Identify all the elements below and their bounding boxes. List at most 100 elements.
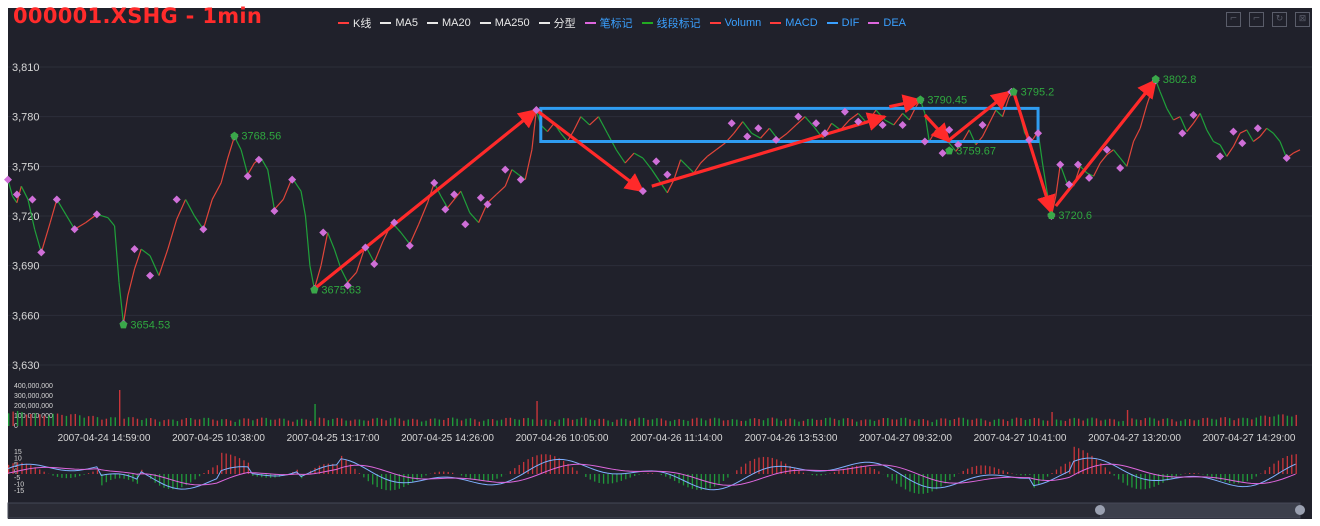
legend-item[interactable]: K线	[338, 15, 371, 31]
volume-bar	[567, 418, 569, 426]
macd-bar	[665, 474, 667, 477]
legend-item[interactable]: 线段标记	[641, 15, 701, 31]
price-segment	[176, 199, 187, 220]
volume-bar	[1291, 416, 1293, 426]
macd-bar	[114, 474, 116, 479]
volume-bar	[611, 422, 614, 426]
price-segment	[804, 116, 815, 127]
volume-bar	[420, 421, 423, 426]
volume-bar	[287, 420, 290, 426]
legend-item[interactable]: Volumn	[709, 17, 761, 29]
bi-mark	[743, 132, 752, 141]
segment-arrow	[313, 108, 538, 291]
volume-bar	[1100, 420, 1102, 426]
macd-bar	[1242, 474, 1244, 483]
macd-bar	[762, 456, 765, 474]
macd-bar	[594, 474, 596, 482]
legend-item[interactable]: DIF	[826, 17, 859, 29]
volume-bar	[1264, 415, 1266, 426]
macd-bar	[944, 474, 947, 484]
macd-bar	[625, 474, 627, 480]
y-tick-label: 3,810	[12, 62, 40, 74]
volume-bar	[935, 419, 938, 426]
volume-bar	[780, 420, 782, 426]
price-segment	[118, 282, 125, 324]
macd-bar	[101, 474, 103, 486]
legend-label: MA5	[395, 17, 418, 29]
bi-mark	[270, 207, 279, 216]
fractal-value-label: 3802.8	[1163, 74, 1197, 86]
macd-bar	[967, 468, 969, 474]
macd-bar	[980, 465, 982, 474]
price-segment	[1219, 144, 1228, 157]
volume-bar	[469, 418, 472, 426]
price-segment	[309, 265, 315, 289]
bi-mark	[370, 260, 379, 269]
macd-bar	[718, 474, 720, 485]
zoom-icon[interactable]: ⌐	[1226, 12, 1241, 27]
volume-bar	[412, 418, 414, 426]
price-segment	[786, 124, 797, 134]
price-segment	[20, 185, 29, 200]
macd-bar	[998, 468, 1000, 474]
price-segment	[227, 136, 236, 159]
price-segment	[642, 157, 653, 171]
legend-swatch	[770, 22, 782, 24]
volume-bar	[478, 421, 481, 426]
macd-bar	[52, 474, 54, 476]
bi-mark	[840, 107, 849, 116]
macd-bar	[8, 464, 10, 474]
price-segment	[313, 265, 322, 290]
macd-bar	[1166, 474, 1169, 481]
legend-item[interactable]: 笔标记	[584, 15, 633, 31]
macd-bar	[913, 474, 916, 494]
volume-bar	[181, 419, 183, 426]
volume-bar	[443, 419, 445, 426]
volume-bar	[163, 420, 165, 426]
volume-bar	[194, 419, 196, 426]
price-segment	[267, 169, 275, 210]
fractal-mark	[916, 95, 925, 104]
volume-bar	[238, 419, 241, 426]
volume-bar	[647, 419, 649, 426]
price-segment	[995, 109, 1003, 118]
macd-bar	[940, 474, 942, 487]
bi-mark	[945, 125, 954, 134]
volume-bar	[660, 418, 663, 426]
volume-bar	[340, 418, 343, 426]
volume-bar	[425, 420, 427, 426]
legend-item[interactable]: MA5	[380, 17, 418, 29]
legend-item[interactable]: 分型	[538, 15, 576, 31]
macd-bar	[1282, 458, 1284, 474]
macd-bar	[225, 453, 227, 474]
restore-icon[interactable]: ↻	[1272, 12, 1287, 27]
volume-bar	[380, 418, 383, 426]
volume-bar	[274, 419, 276, 426]
volume-bar	[1273, 416, 1275, 426]
legend-item[interactable]: MACD	[770, 17, 818, 29]
price-segment	[426, 182, 435, 203]
volume-bar	[980, 418, 982, 426]
volume-bar	[447, 418, 449, 426]
macd-bar	[1117, 474, 1120, 480]
macd-bar	[789, 466, 791, 474]
price-segment	[1055, 164, 1061, 197]
price-segment	[440, 195, 449, 209]
legend-item[interactable]: MA250	[479, 17, 530, 29]
macd-bar	[922, 474, 924, 494]
save-icon[interactable]: ⊠	[1295, 12, 1310, 27]
macd-bar	[993, 467, 995, 474]
volume-bar	[483, 420, 485, 426]
macd-bar	[203, 473, 205, 474]
macd-bar	[345, 459, 347, 474]
bi-mark	[898, 120, 907, 129]
macd-bar	[860, 465, 862, 474]
macd-bar	[1237, 474, 1240, 484]
macd-bar	[904, 474, 907, 490]
volume-bar	[198, 419, 201, 426]
legend-item[interactable]: DEA	[868, 17, 906, 29]
zoom-reset-icon[interactable]: ⌐	[1249, 12, 1264, 27]
volume-bar	[762, 420, 765, 426]
bi-mark	[1056, 160, 1065, 169]
legend-item[interactable]: MA20	[426, 17, 471, 29]
